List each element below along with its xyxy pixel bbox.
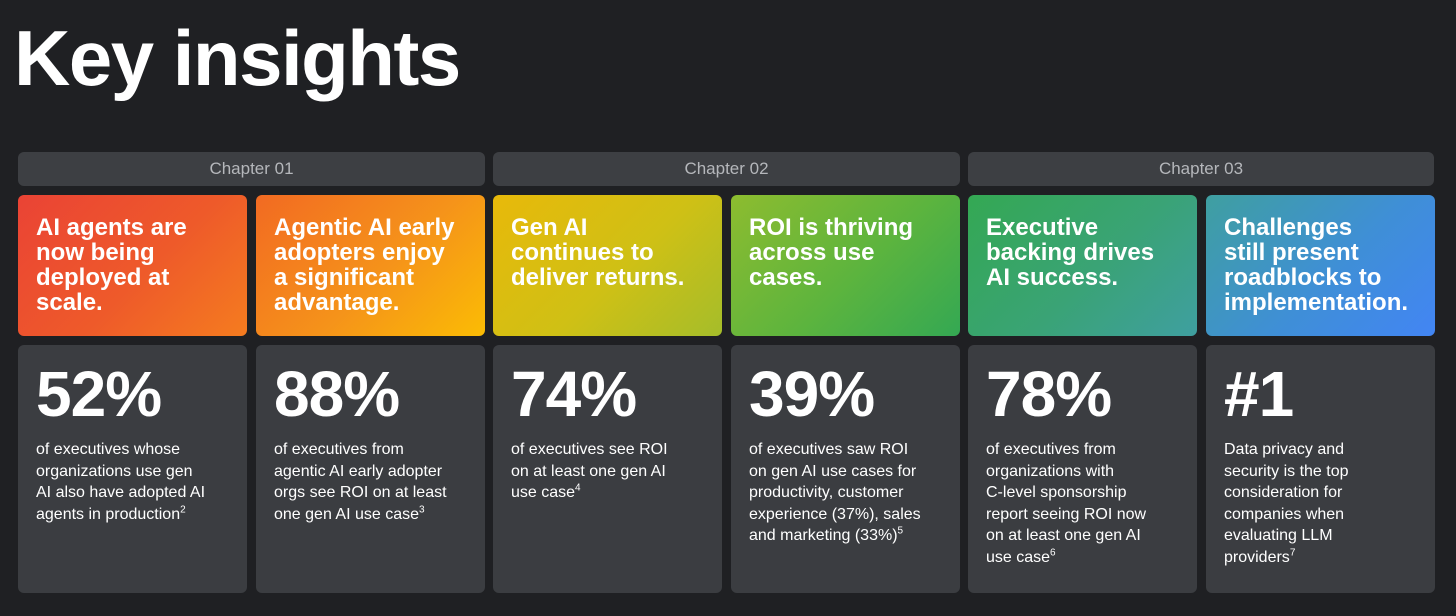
stat-value: 39% (749, 358, 875, 430)
footnote-marker: 6 (1050, 547, 1056, 559)
headline-line: a significant (274, 264, 415, 291)
headline-line: still present (1224, 239, 1359, 266)
headline-line: Challenges (1224, 214, 1353, 241)
stat-description-line: evaluating LLM (1224, 527, 1333, 544)
stat-description-line: C-level sponsorship (986, 484, 1127, 501)
stat-description-line: productivity, customer (749, 484, 904, 501)
stat-description-line: and marketing (33%)5 (749, 525, 904, 544)
footnote-marker: 7 (1289, 547, 1296, 559)
page-title: Key insights (14, 14, 461, 102)
headline-line: AI success. (986, 264, 1119, 291)
headline-line: roadblocks to (1224, 264, 1382, 291)
insight-headline-5: Executive backing drives AI success. (968, 195, 1197, 336)
stat-value: 88% (274, 358, 400, 430)
insight-stat-card-5: 78% of executives from organizations wit… (968, 345, 1197, 593)
headline-line: ROI is thriving (749, 214, 914, 241)
stat-description-line: AI also have adopted AI (36, 484, 206, 501)
stat-value: #1 (1224, 358, 1294, 430)
chapter-03-label: Chapter 03 (968, 152, 1434, 186)
stat-description-line: of executives from (986, 441, 1116, 458)
stat-description-line: security is the top (1224, 462, 1349, 480)
headline-line: adopters enjoy (274, 239, 445, 266)
stat-description-line: use case4 (511, 482, 581, 501)
stat-description-line: on at least one gen AI (986, 527, 1141, 544)
stat-value: 52% (36, 358, 162, 430)
headline-line: Executive (986, 214, 1099, 241)
headline-line: now being (36, 239, 155, 266)
headline-line: cases. (749, 264, 823, 291)
insight-stat-card-1: 52% of executives whose organizations us… (18, 345, 247, 593)
stat-value: 78% (986, 358, 1112, 430)
stat-description-line: Data privacy and (1224, 441, 1345, 458)
stat-description-line: report seeing ROI now (986, 505, 1147, 523)
stat-description-line: experience (37%), sales (749, 505, 921, 523)
headline-line: Agentic AI early (274, 214, 455, 241)
headline-line: deployed at (36, 264, 170, 291)
stat-description-line: one gen AI use case3 (274, 504, 425, 523)
stat-description-line: organizations with (986, 462, 1115, 480)
insight-headline-6: Challenges still present roadblocks to i… (1206, 195, 1435, 336)
stat-description-line: orgs see ROI on at least (274, 484, 447, 501)
insight-stat-card-2: 88% of executives from agentic AI early … (256, 345, 485, 593)
insight-stat-card-3: 74% of executives see ROI on at least on… (493, 345, 722, 593)
headline-line: continues to (511, 239, 654, 266)
headline-line: AI agents are (36, 214, 187, 241)
stat-description-line: of executives whose (36, 441, 181, 458)
stat-value: 74% (511, 358, 637, 430)
chapter-01-label: Chapter 01 (18, 152, 485, 186)
headline-line: implementation. (1224, 289, 1409, 316)
stat-description-line: agentic AI early adopter (274, 462, 443, 480)
insight-stat-card-6: #1 Data privacy and security is the top … (1206, 345, 1435, 593)
stat-description-line: consideration for (1224, 484, 1343, 501)
chapter-02-label: Chapter 02 (493, 152, 960, 186)
footnote-marker: 2 (180, 504, 186, 516)
insight-headline-4: ROI is thriving across use cases. (731, 195, 960, 336)
insight-headline-2: Agentic AI early adopters enjoy a signif… (256, 195, 485, 336)
stat-description-line: providers7 (1224, 547, 1296, 566)
headline-line: Gen AI (511, 214, 588, 241)
insight-headline-3: Gen AI continues to deliver returns. (493, 195, 722, 336)
stat-description-line: of executives see ROI (511, 441, 668, 458)
footnote-marker: 3 (419, 504, 425, 516)
headline-line: across use (749, 239, 875, 266)
stat-description-line: companies when (1224, 505, 1345, 523)
headline-line: deliver returns. (511, 264, 685, 291)
headline-line: advantage. (274, 289, 400, 316)
stat-description-line: on gen AI use cases for (749, 462, 917, 480)
footnote-marker: 4 (575, 482, 581, 494)
stat-description-line: use case6 (986, 547, 1056, 566)
insight-headline-1: AI agents are now being deployed at scal… (18, 195, 247, 336)
stat-description-line: of executives from (274, 441, 404, 458)
stat-description-line: organizations use gen (36, 462, 193, 480)
stat-description-line: on at least one gen AI (511, 462, 666, 480)
footnote-marker: 5 (897, 525, 904, 537)
stat-description-line: of executives saw ROI (749, 441, 909, 458)
stat-description-line: agents in production2 (36, 504, 186, 523)
headline-line: scale. (36, 289, 103, 316)
headline-line: backing drives (986, 239, 1155, 266)
insight-stat-card-4: 39% of executives saw ROI on gen AI use … (731, 345, 960, 593)
